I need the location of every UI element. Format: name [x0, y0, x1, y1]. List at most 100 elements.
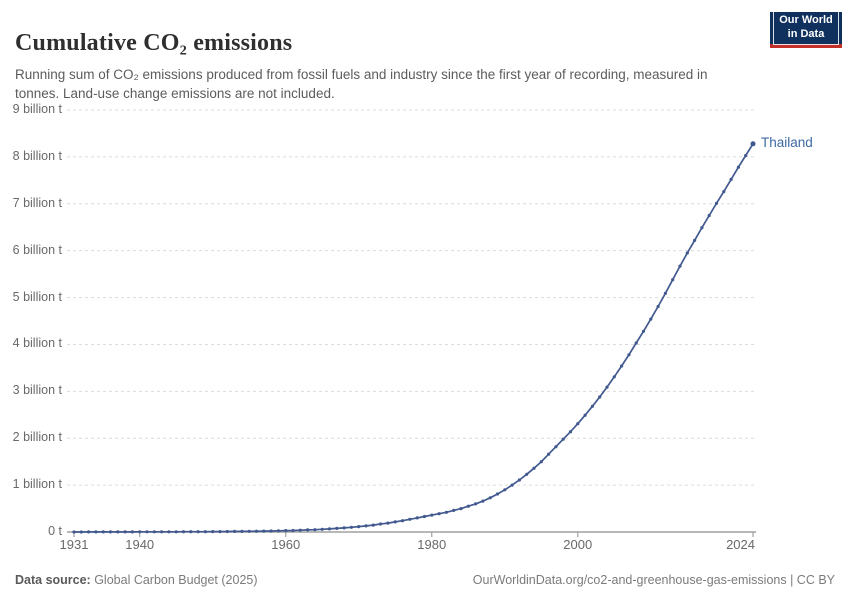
series-data-point[interactable] — [342, 526, 346, 530]
owid-url-link[interactable]: OurWorldinData.org/co2-and-greenhouse-ga… — [472, 573, 835, 587]
series-data-point[interactable] — [313, 528, 317, 532]
series-data-point[interactable] — [503, 488, 507, 492]
series-data-point[interactable] — [663, 291, 668, 295]
series-data-point[interactable] — [225, 529, 229, 534]
series-data-point[interactable] — [276, 529, 280, 533]
series-data-point[interactable] — [130, 530, 134, 534]
series-data-point[interactable] — [240, 529, 244, 534]
series-data-point[interactable] — [196, 530, 200, 534]
series-data-point[interactable] — [612, 375, 616, 379]
series-data-point[interactable] — [620, 364, 624, 368]
series-data-point[interactable] — [335, 526, 339, 531]
series-data-point[interactable] — [474, 502, 478, 506]
series-data-point[interactable] — [583, 413, 587, 417]
series-data-point[interactable] — [400, 519, 405, 523]
series-data-point[interactable] — [656, 304, 660, 309]
series-data-point[interactable] — [525, 472, 529, 476]
series-data-point[interactable] — [576, 422, 580, 426]
series-data-point[interactable] — [349, 525, 353, 529]
series-data-point[interactable] — [262, 529, 266, 533]
series-data-point[interactable] — [693, 238, 697, 242]
series-data-point[interactable] — [452, 508, 456, 512]
series-data-point[interactable] — [488, 496, 492, 500]
series-data-point[interactable] — [744, 153, 748, 158]
series-data-point[interactable] — [641, 329, 646, 333]
series-data-point[interactable] — [87, 530, 91, 534]
series-data-point[interactable] — [408, 517, 412, 521]
series-entity-label[interactable]: Thailand — [761, 134, 813, 150]
series-data-point[interactable] — [79, 530, 83, 534]
series-data-point[interactable] — [532, 466, 536, 470]
series-data-point[interactable] — [72, 530, 76, 534]
series-data-point[interactable] — [547, 452, 551, 456]
series-data-point[interactable] — [101, 530, 105, 534]
series-data-point[interactable] — [722, 190, 726, 194]
series-data-point[interactable] — [145, 530, 149, 534]
series-data-point[interactable] — [306, 528, 310, 532]
series-data-point[interactable] — [430, 513, 434, 517]
series-data-point[interactable] — [327, 527, 332, 531]
series-data-point[interactable] — [466, 504, 470, 508]
thailand-line-series[interactable] — [72, 141, 756, 534]
series-data-point[interactable] — [218, 530, 222, 534]
series-data-point[interactable] — [269, 529, 273, 533]
series-data-point[interactable] — [495, 492, 500, 496]
series-data-point[interactable] — [627, 353, 631, 357]
series-data-point[interactable] — [379, 522, 383, 526]
series-data-point[interactable] — [510, 483, 514, 487]
series-data-point[interactable] — [298, 528, 302, 532]
series-data-point[interactable] — [116, 530, 120, 534]
series-data-point[interactable] — [481, 499, 485, 503]
series-data-point[interactable] — [254, 529, 259, 533]
series-end-point[interactable] — [750, 141, 756, 147]
series-data-point[interactable] — [94, 530, 98, 534]
series-data-point[interactable] — [357, 525, 361, 529]
series-data-point[interactable] — [444, 510, 448, 514]
series-data-point[interactable] — [138, 530, 142, 534]
series-data-point[interactable] — [422, 514, 427, 519]
series-data-point[interactable] — [364, 524, 368, 528]
series-data-point[interactable] — [393, 520, 397, 524]
series-data-point[interactable] — [605, 385, 609, 389]
series-data-point[interactable] — [568, 430, 573, 434]
series-data-point[interactable] — [174, 530, 178, 534]
series-data-point[interactable] — [590, 404, 595, 408]
series-data-point[interactable] — [160, 530, 164, 534]
series-data-point[interactable] — [700, 226, 704, 230]
series-data-point[interactable] — [247, 529, 251, 533]
series-data-point[interactable] — [598, 395, 602, 399]
series-data-point[interactable] — [211, 530, 215, 534]
series-data-point[interactable] — [284, 529, 288, 533]
series-data-point[interactable] — [233, 529, 237, 534]
series-data-point[interactable] — [561, 437, 565, 441]
series-data-point[interactable] — [685, 251, 689, 255]
series-data-point[interactable] — [152, 530, 156, 534]
series-data-point[interactable] — [517, 478, 522, 482]
series-data-point[interactable] — [539, 460, 543, 464]
series-data-point[interactable] — [386, 521, 390, 525]
owid-logo[interactable]: Our World in Data — [770, 11, 842, 48]
series-data-point[interactable] — [203, 530, 207, 534]
series-data-point[interactable] — [714, 201, 719, 205]
series-data-point[interactable] — [678, 264, 682, 268]
series-data-point[interactable] — [736, 165, 741, 169]
series-data-point[interactable] — [108, 530, 113, 534]
series-data-point[interactable] — [459, 507, 463, 511]
series-data-point[interactable] — [181, 530, 186, 534]
series-data-point[interactable] — [634, 341, 638, 345]
series-data-point[interactable] — [729, 177, 733, 181]
series-data-point[interactable] — [415, 516, 419, 520]
series-data-point[interactable] — [671, 278, 675, 282]
series-data-point[interactable] — [649, 317, 653, 321]
series-data-point[interactable] — [167, 530, 171, 534]
series-data-point[interactable] — [554, 445, 558, 449]
series-data-point[interactable] — [189, 530, 193, 534]
series-data-point[interactable] — [291, 528, 295, 533]
series-data-point[interactable] — [371, 523, 375, 527]
series-data-point[interactable] — [707, 213, 711, 218]
series-line[interactable] — [74, 143, 754, 533]
series-data-point[interactable] — [320, 527, 324, 531]
series-data-point[interactable] — [437, 512, 441, 516]
series-data-point[interactable] — [123, 530, 127, 534]
